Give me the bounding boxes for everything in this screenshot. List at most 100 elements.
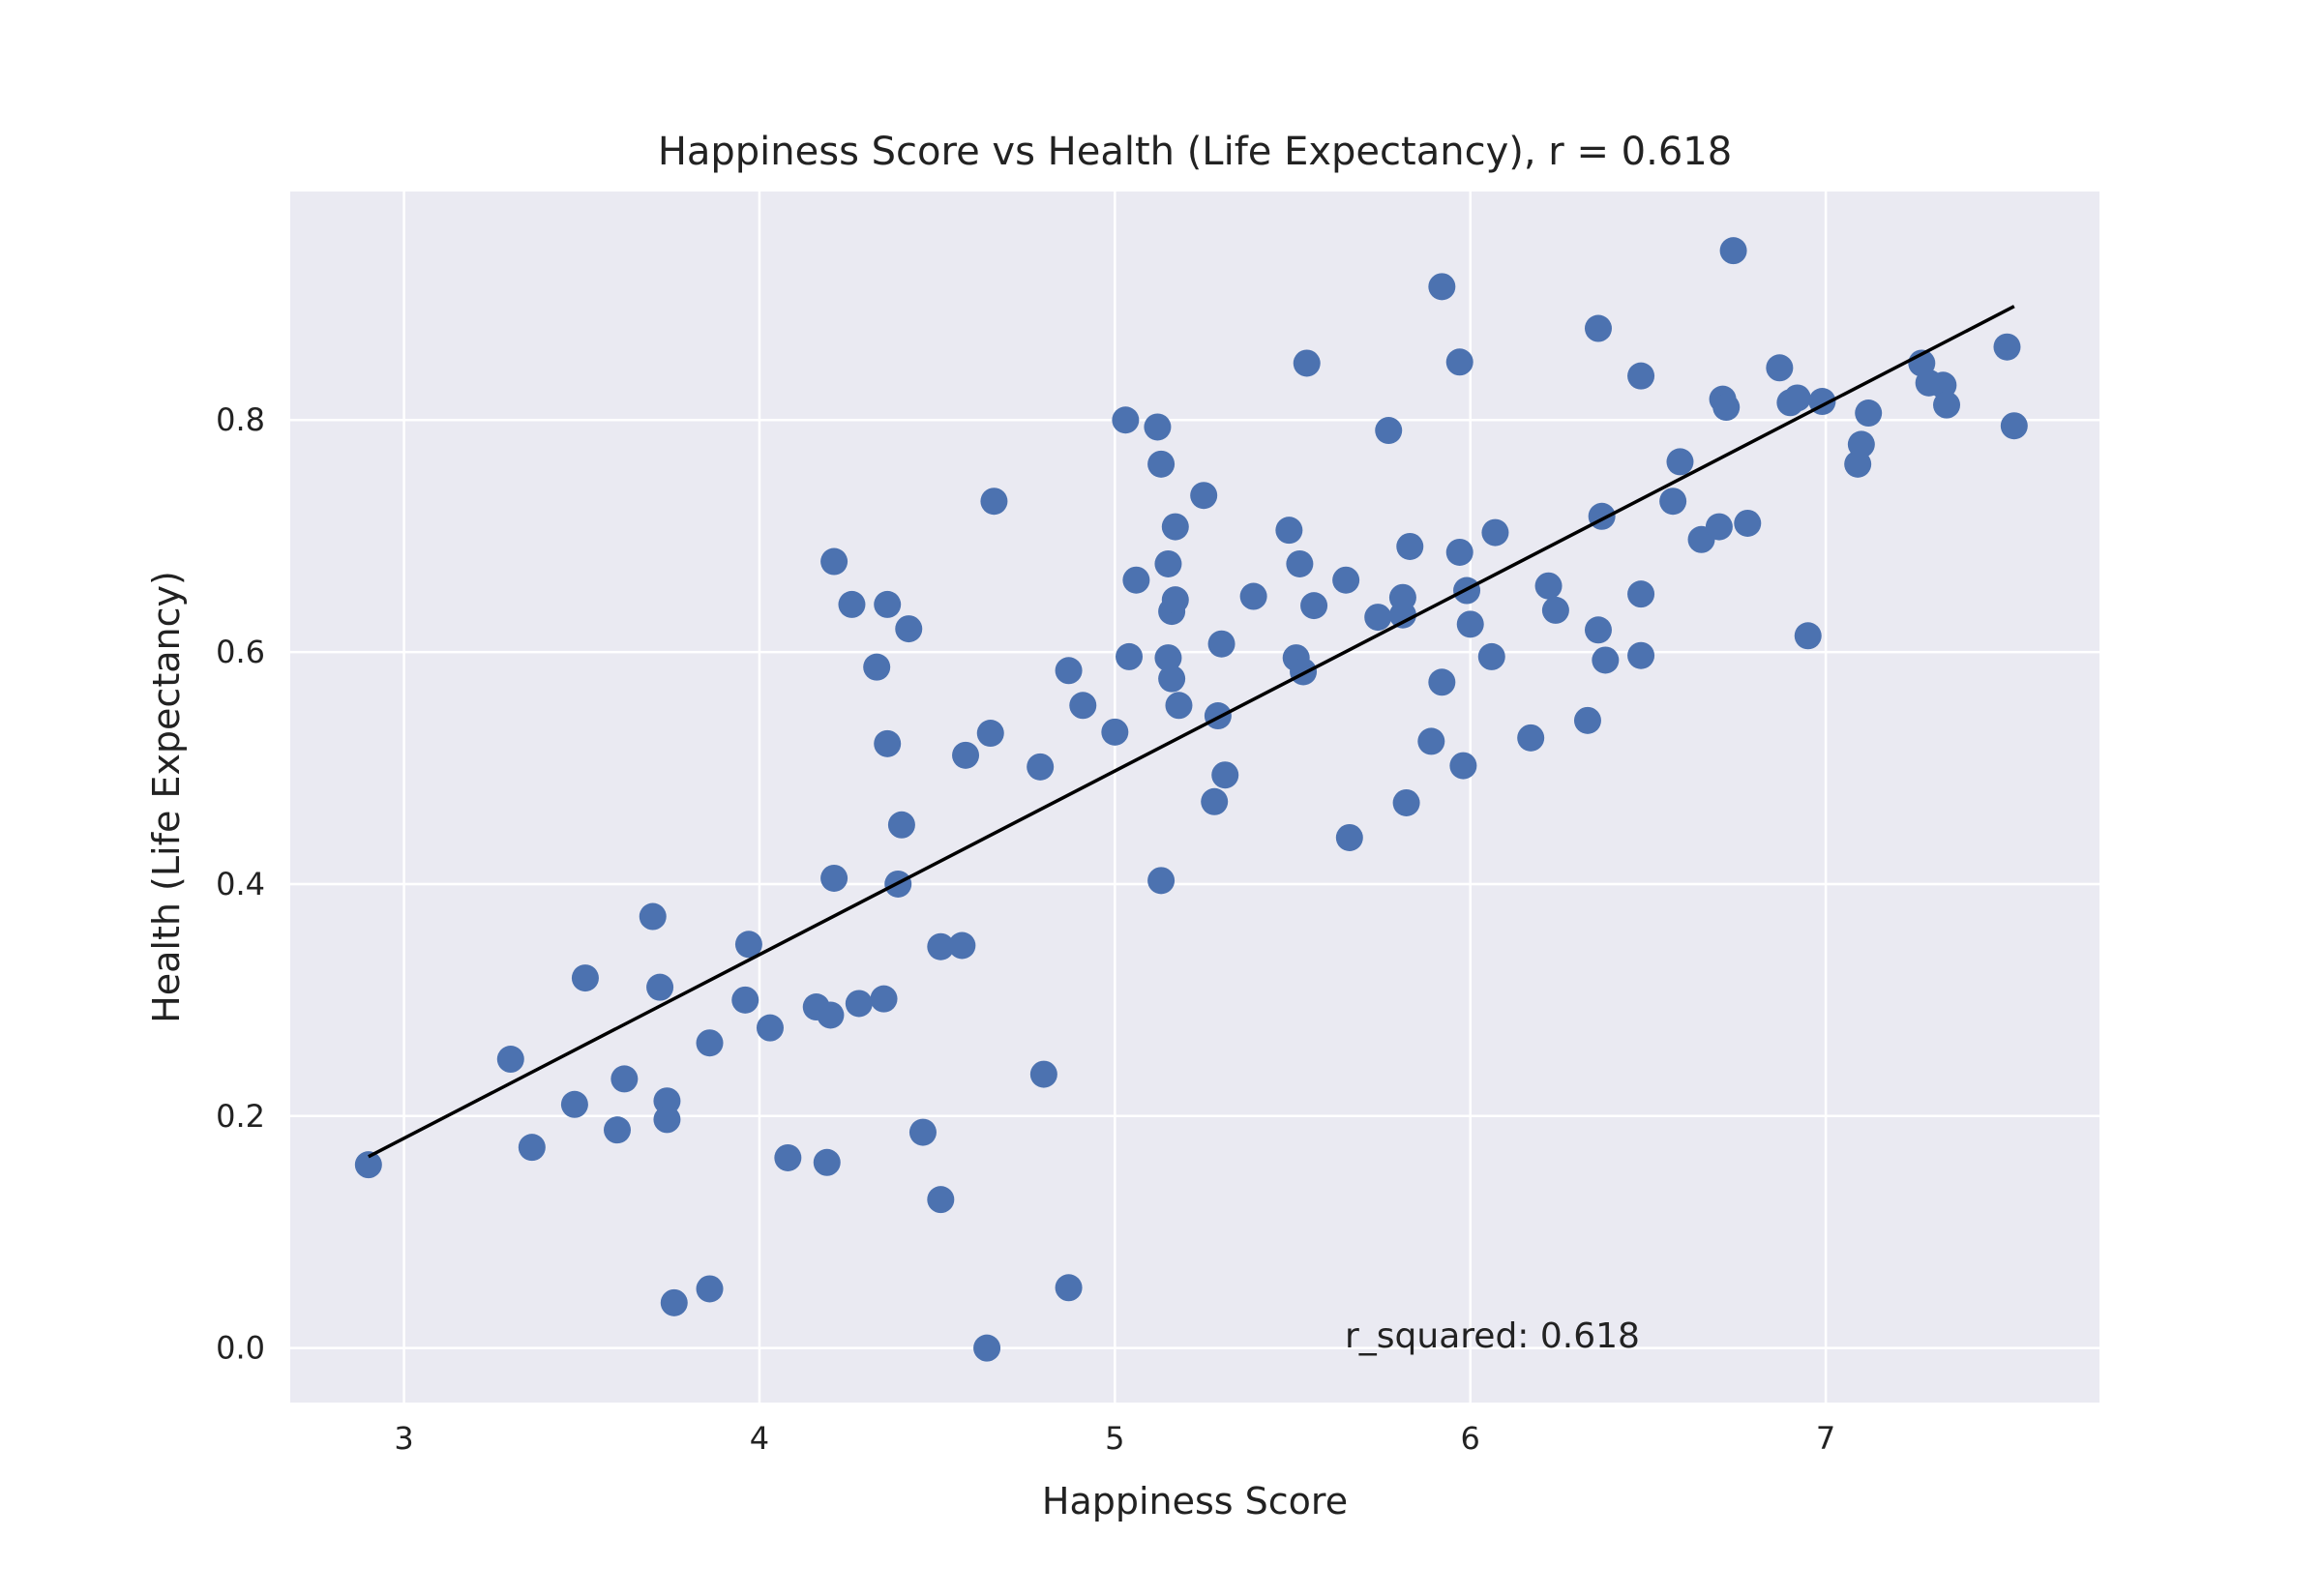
scatter-point (1027, 753, 1055, 781)
scatter-point (1332, 566, 1360, 594)
scatter-point (1116, 642, 1144, 670)
scatter-point (1154, 549, 1182, 577)
y-tick-label: 0.4 (216, 866, 265, 902)
scatter-point (874, 590, 902, 618)
scatter-point (1592, 646, 1620, 674)
data-points (354, 237, 2028, 1362)
scatter-point (1207, 630, 1235, 658)
scatter-point (838, 590, 866, 618)
scatter-point (1239, 582, 1267, 610)
scatter-point (1161, 513, 1189, 541)
scatter-point (1541, 596, 1569, 624)
scatter-point (1275, 517, 1303, 545)
x-tick-label: 6 (1461, 1420, 1480, 1457)
scatter-point (653, 1106, 681, 1134)
y-tick-label: 0.2 (216, 1098, 265, 1135)
scatter-point (696, 1275, 724, 1303)
scatter-point (1783, 384, 1811, 412)
scatter-point (1705, 513, 1733, 541)
scatter-point (1481, 518, 1509, 547)
scatter-point (653, 1087, 681, 1115)
scatter-point (1293, 349, 1321, 377)
scatter-point (518, 1134, 546, 1162)
scatter-point (863, 653, 891, 681)
scatter-point (1847, 430, 1875, 458)
scatter-point (1112, 406, 1140, 434)
scatter-point (1584, 314, 1612, 342)
scatter-point (660, 1288, 688, 1316)
scatter-point (1055, 1274, 1083, 1302)
scatter-point (1388, 583, 1416, 611)
scatter-point (696, 1029, 724, 1057)
scatter-point (1190, 482, 1218, 510)
scatter-point (1855, 399, 1883, 428)
scatter-point (1396, 532, 1424, 560)
scatter-point (1417, 727, 1445, 755)
x-axis-label: Happiness Score (1042, 1480, 1348, 1522)
scatter-point (1286, 549, 1314, 577)
scatter-point (1456, 610, 1484, 638)
scatter-point (1161, 586, 1189, 614)
scatter-point (774, 1143, 802, 1171)
scatter-point (1101, 718, 1129, 746)
scatter-point (1627, 641, 1655, 669)
scatter-point (820, 547, 848, 576)
scatter-point (756, 1014, 784, 1042)
scatter-point (948, 931, 976, 960)
scatter-point (1392, 788, 1420, 816)
scatter-point (1154, 644, 1182, 672)
scatter-point (1428, 668, 1456, 696)
scatter-point (1428, 273, 1456, 301)
scatter-point (980, 488, 1008, 516)
scatter-point (639, 902, 667, 931)
scatter-point (845, 990, 873, 1018)
scatter-point (731, 986, 759, 1014)
scatter-point (1933, 391, 1961, 419)
plot-area (290, 192, 2099, 1403)
x-tick-label: 7 (1816, 1420, 1835, 1457)
scatter-point (1364, 604, 1392, 632)
trend-line (368, 305, 2015, 1159)
scatter-point (1300, 592, 1328, 620)
scatter-point (817, 1001, 845, 1029)
scatter-point (734, 931, 762, 959)
scatter-point (1165, 692, 1193, 720)
scatter-point (1449, 752, 1477, 780)
tick-labels: 3 4 5 6 7 0.0 0.2 0.4 0.6 0.8 (216, 401, 1835, 1457)
scatter-point (1069, 692, 1097, 720)
scatter-point (895, 615, 923, 643)
scatter-point (496, 1046, 524, 1074)
grid-lines (290, 192, 2099, 1403)
scatter-point (2000, 412, 2028, 440)
x-tick-label: 4 (750, 1420, 769, 1457)
scatter-point (1147, 867, 1176, 895)
scatter-point (1993, 333, 2021, 361)
scatter-point (927, 932, 955, 961)
scatter-point (560, 1090, 588, 1118)
scatter-point (571, 964, 599, 992)
scatter-point (1211, 761, 1239, 789)
x-tick-label: 3 (394, 1420, 413, 1457)
scatter-point (887, 811, 915, 839)
scatter-point (1794, 622, 1822, 650)
scatter-point (646, 973, 674, 1001)
r-squared-annotation: r_squared: 0.618 (1345, 1316, 1640, 1356)
scatter-point (1627, 362, 1655, 390)
scatter-point (1201, 787, 1229, 815)
y-tick-label: 0.8 (216, 401, 265, 438)
scatter-point (908, 1118, 937, 1146)
scatter-point (1445, 348, 1474, 376)
scatter-point (603, 1116, 631, 1144)
scatter-point (1734, 509, 1762, 537)
scatter-point (610, 1065, 639, 1093)
x-tick-label: 5 (1105, 1420, 1124, 1457)
y-tick-label: 0.6 (216, 634, 265, 670)
scatter-point (1534, 572, 1563, 600)
scatter-point (1719, 237, 1747, 265)
scatter-point (1712, 394, 1741, 422)
scatter-point (1029, 1060, 1057, 1088)
scatter-point (973, 1334, 1001, 1362)
scatter-point (1158, 665, 1186, 693)
scatter-point (1477, 642, 1505, 670)
